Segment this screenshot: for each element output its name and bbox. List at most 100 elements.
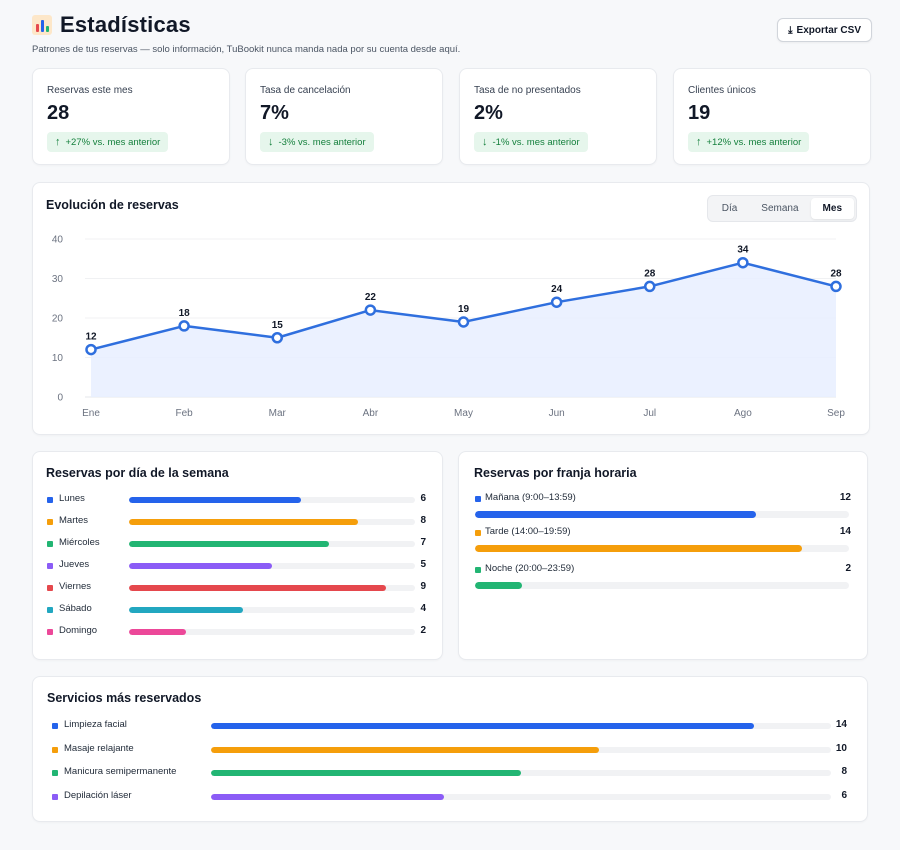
- bar-track: [475, 582, 849, 589]
- service-count: 6: [841, 789, 847, 801]
- bar-track: [211, 723, 831, 729]
- weekday-label: Lunes: [59, 493, 85, 504]
- weekday-label: Domingo: [59, 625, 98, 636]
- evolution-card: Evolución de reservas Día Semana Mes 0 10…: [32, 182, 870, 435]
- service-label: Depilación láser: [64, 789, 132, 801]
- tab-dia[interactable]: Día: [721, 203, 738, 214]
- bar-fill: [475, 545, 803, 552]
- weekday-label: Martes: [59, 515, 89, 526]
- kpi-value: 28: [47, 102, 70, 124]
- x-tick-label: Abr: [363, 408, 379, 419]
- kpi-label: Tasa de no presentados: [474, 85, 581, 96]
- weekday-count: 8: [420, 515, 426, 526]
- kpi-card-no-show: Tasa de no presentados 2% ↓ -1% vs. mes a…: [459, 68, 657, 165]
- arrow-up-icon: ↑: [696, 136, 702, 148]
- kpi-value: 7%: [260, 102, 289, 124]
- services-card: Servicios más reservados Limpieza facial…: [32, 676, 868, 822]
- timeslot-label: Mañana (9:00–13:59): [485, 492, 576, 503]
- bar-fill: [475, 511, 756, 518]
- data-label: 28: [830, 268, 842, 279]
- service-count: 10: [835, 742, 847, 754]
- data-label: 15: [272, 320, 284, 331]
- data-point: [457, 316, 470, 328]
- export-csv-label: Exportar CSV: [796, 24, 861, 36]
- weekday-card: Reservas por día de la semana Lunes 6 Mart…: [32, 451, 443, 660]
- bar-fill: [129, 519, 358, 525]
- y-tick-label: 40: [52, 235, 64, 246]
- trend-badge: ↑ +27% vs. mes anterior: [47, 132, 169, 152]
- kpi-card-unique-clients: Clientes únicos 19 ↑ +12% vs. mes anterio…: [673, 68, 871, 165]
- page-title: Estadísticas: [60, 12, 191, 37]
- weekday-row: Miércoles 7: [33, 537, 442, 551]
- bar-fill: [211, 723, 754, 729]
- weekday-count: 4: [420, 603, 426, 614]
- weekday-count: 2: [420, 625, 426, 636]
- bar-track: [129, 629, 415, 635]
- service-count: 14: [835, 719, 847, 730]
- data-point: [178, 320, 190, 332]
- legend-swatch: [52, 723, 58, 729]
- x-tick-label: May: [454, 408, 473, 419]
- legend-swatch: [475, 567, 481, 573]
- data-label: 18: [179, 308, 191, 319]
- bar-fill: [129, 629, 187, 635]
- timeslot-count: 2: [845, 563, 851, 574]
- weekday-row: Viernes 9: [33, 581, 442, 595]
- x-tick-label: Ago: [734, 408, 752, 419]
- y-tick-label: 20: [52, 314, 64, 325]
- service-row: Limpieza facial 14: [33, 719, 867, 733]
- bar-fill: [475, 582, 522, 589]
- legend-swatch: [47, 541, 53, 547]
- bar-fill: [129, 541, 330, 547]
- service-label: Manicura semipermanente: [64, 766, 177, 777]
- bar-track: [211, 770, 831, 776]
- bar-fill: [129, 607, 244, 613]
- legend-swatch: [47, 563, 53, 569]
- tab-mes[interactable]: Mes: [810, 198, 854, 219]
- trend-text: +27% vs. mes anterior: [65, 136, 161, 148]
- timeslot-label: Tarde (14:00–19:59): [485, 526, 571, 537]
- data-label: 24: [551, 284, 563, 295]
- page-subtitle: Patrones de tus reservas — solo informac…: [32, 44, 461, 55]
- legend-swatch: [47, 607, 53, 613]
- bar-fill: [129, 497, 301, 503]
- tab-semana[interactable]: Semana: [761, 203, 799, 214]
- x-tick-label: Jun: [549, 408, 565, 419]
- download-icon: ⤓: [788, 24, 793, 36]
- services-title: Servicios más reservados: [47, 691, 202, 705]
- arrow-up-icon: ↑: [55, 136, 61, 148]
- data-label: 28: [644, 268, 656, 279]
- arrow-down-icon: ↓: [268, 136, 274, 148]
- bar-track: [129, 607, 415, 613]
- bar-fill: [211, 793, 444, 800]
- weekday-label: Miércoles: [59, 537, 100, 548]
- service-label: Limpieza facial: [64, 719, 127, 730]
- timeslot-count: 12: [839, 492, 851, 503]
- timeslot-title: Reservas por franja horaria: [474, 466, 637, 480]
- legend-swatch: [47, 629, 53, 635]
- legend-swatch: [47, 519, 53, 525]
- legend-swatch: [47, 585, 53, 591]
- evolution-title: Evolución de reservas: [46, 198, 179, 212]
- legend-swatch: [47, 497, 53, 503]
- data-label: 12: [85, 332, 97, 343]
- export-csv-button[interactable]: ⤓ Exportar CSV: [777, 18, 872, 42]
- trend-badge: ↓ -3% vs. mes anterior: [260, 132, 374, 152]
- data-label: 34: [737, 245, 749, 256]
- weekday-label: Sábado: [59, 603, 92, 614]
- y-tick-label: 0: [57, 393, 63, 404]
- data-label: 19: [458, 304, 470, 315]
- arrow-down-icon: ↓: [482, 136, 488, 148]
- trend-badge: ↑ +12% vs. mes anterior: [688, 132, 810, 152]
- trend-text: -1% vs. mes anterior: [492, 136, 580, 148]
- data-label: 22: [365, 292, 377, 303]
- data-point: [830, 280, 842, 293]
- service-label: Masaje relajante: [64, 742, 134, 754]
- data-point: [271, 332, 283, 344]
- service-row: Manicura semipermanente 8: [33, 766, 867, 780]
- weekday-count: 6: [420, 493, 426, 504]
- weekday-row: Sábado 4: [33, 603, 442, 617]
- data-point: [550, 296, 563, 308]
- legend-swatch: [475, 530, 481, 536]
- trend-text: +12% vs. mes anterior: [706, 136, 802, 148]
